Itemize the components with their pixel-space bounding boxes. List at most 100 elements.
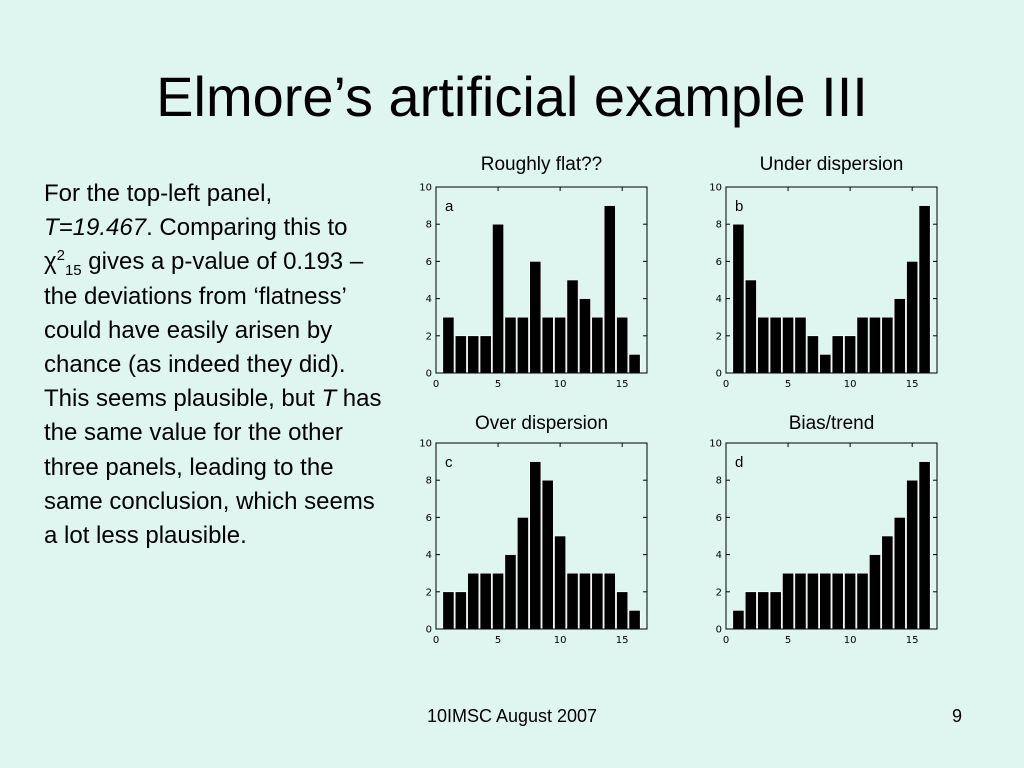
body-text: For the top-left panel, T=19.467. Compar… xyxy=(44,177,384,553)
bar xyxy=(918,205,931,374)
bar xyxy=(893,517,906,630)
bar xyxy=(782,572,794,630)
y-tick-label: 0 xyxy=(716,369,722,380)
y-tick-label: 6 xyxy=(426,513,432,524)
chart-title: Under dispersion xyxy=(760,154,904,175)
chi-symbol: χ xyxy=(44,248,57,276)
bar xyxy=(603,572,616,630)
page-number: 9 xyxy=(951,706,962,726)
bar xyxy=(566,572,579,630)
bar xyxy=(881,316,894,374)
bar xyxy=(628,610,641,630)
y-tick-label: 0 xyxy=(426,625,432,636)
bar xyxy=(732,223,745,374)
x-tick-label: 15 xyxy=(616,635,629,646)
chi-superscript: 2 xyxy=(56,247,65,265)
plot-frame xyxy=(435,442,648,630)
y-tick-label: 8 xyxy=(716,220,722,231)
bar xyxy=(757,591,770,630)
y-tick-label: 10 xyxy=(419,183,432,194)
bar xyxy=(616,591,629,630)
bar xyxy=(744,591,757,630)
bar xyxy=(442,316,455,374)
bar xyxy=(504,316,517,374)
bar xyxy=(541,316,554,374)
y-tick-label: 4 xyxy=(716,550,722,561)
plot-frame xyxy=(725,442,938,630)
body-text-part4: has the same value for the other three p… xyxy=(44,385,382,550)
x-tick-label: 0 xyxy=(433,379,439,390)
bar xyxy=(831,335,844,374)
y-tick-label: 8 xyxy=(716,476,722,487)
chart-title: Over dispersion xyxy=(475,413,608,434)
y-tick-label: 6 xyxy=(716,257,722,268)
t-value: T=19.467 xyxy=(44,214,147,242)
x-tick-label: 0 xyxy=(723,379,729,390)
y-tick-label: 8 xyxy=(426,220,432,231)
y-tick-label: 2 xyxy=(716,331,722,342)
bar xyxy=(579,298,591,374)
chi-subscript: 15 xyxy=(64,262,82,280)
bar xyxy=(603,205,616,374)
y-tick-label: 4 xyxy=(426,550,432,561)
y-tick-label: 0 xyxy=(716,625,722,636)
chart-d: Bias/trend 0 2 4 6 8 10 0 5 10 15 d xyxy=(709,413,938,646)
bar xyxy=(516,517,529,630)
bar xyxy=(579,572,591,630)
bar xyxy=(529,461,542,630)
chart-c: Over dispersion 0 2 4 6 8 10 0 5 10 15 c xyxy=(419,413,648,646)
y-tick-label: 8 xyxy=(426,476,432,487)
bar xyxy=(769,591,782,630)
chart-title: Bias/trend xyxy=(789,413,875,434)
y-tick-label: 2 xyxy=(716,587,722,598)
bar xyxy=(732,610,745,630)
chart-b: Under dispersion 0 2 4 6 8 10 0 5 10 15 b xyxy=(709,154,938,390)
bar xyxy=(856,572,869,630)
bar xyxy=(831,572,844,630)
y-tick-label: 10 xyxy=(419,439,432,450)
y-tick-label: 0 xyxy=(426,369,432,380)
x-tick-label: 10 xyxy=(554,379,567,390)
x-tick-label: 10 xyxy=(844,379,857,390)
y-tick-label: 6 xyxy=(426,257,432,268)
y-tick-label: 10 xyxy=(709,439,722,450)
bar xyxy=(819,572,832,630)
x-tick-label: 10 xyxy=(554,635,567,646)
panel-label: c xyxy=(445,454,453,471)
bar xyxy=(616,316,629,374)
bar xyxy=(554,535,567,630)
x-tick-label: 5 xyxy=(785,379,791,390)
bar xyxy=(794,316,807,374)
bar xyxy=(516,316,529,374)
bar xyxy=(893,298,906,374)
x-tick-label: 15 xyxy=(906,635,919,646)
bar xyxy=(782,316,794,374)
x-tick-label: 5 xyxy=(495,379,501,390)
x-tick-label: 0 xyxy=(433,635,439,646)
slide-title: Elmore’s artificial example III xyxy=(156,65,868,128)
bar xyxy=(442,591,455,630)
panel-label: d xyxy=(735,454,743,471)
t-italic: T xyxy=(321,385,337,413)
bar xyxy=(869,316,881,374)
bar xyxy=(844,572,857,630)
y-tick-label: 4 xyxy=(426,294,432,305)
bar xyxy=(454,591,467,630)
x-tick-label: 0 xyxy=(723,635,729,646)
x-tick-label: 5 xyxy=(495,635,501,646)
bar xyxy=(856,316,869,374)
bar xyxy=(806,572,819,630)
bar xyxy=(744,279,757,374)
bar xyxy=(794,572,807,630)
body-text-part3: gives a p-value of 0.193 – the deviation… xyxy=(44,248,364,413)
bar xyxy=(757,316,770,374)
bar xyxy=(467,572,480,630)
y-tick-label: 2 xyxy=(426,331,432,342)
body-text-part2: . Comparing this to xyxy=(146,214,348,242)
bar xyxy=(554,316,567,374)
panel-label: b xyxy=(735,198,743,215)
bar xyxy=(566,279,579,374)
bar xyxy=(504,554,517,630)
bar xyxy=(844,335,857,374)
